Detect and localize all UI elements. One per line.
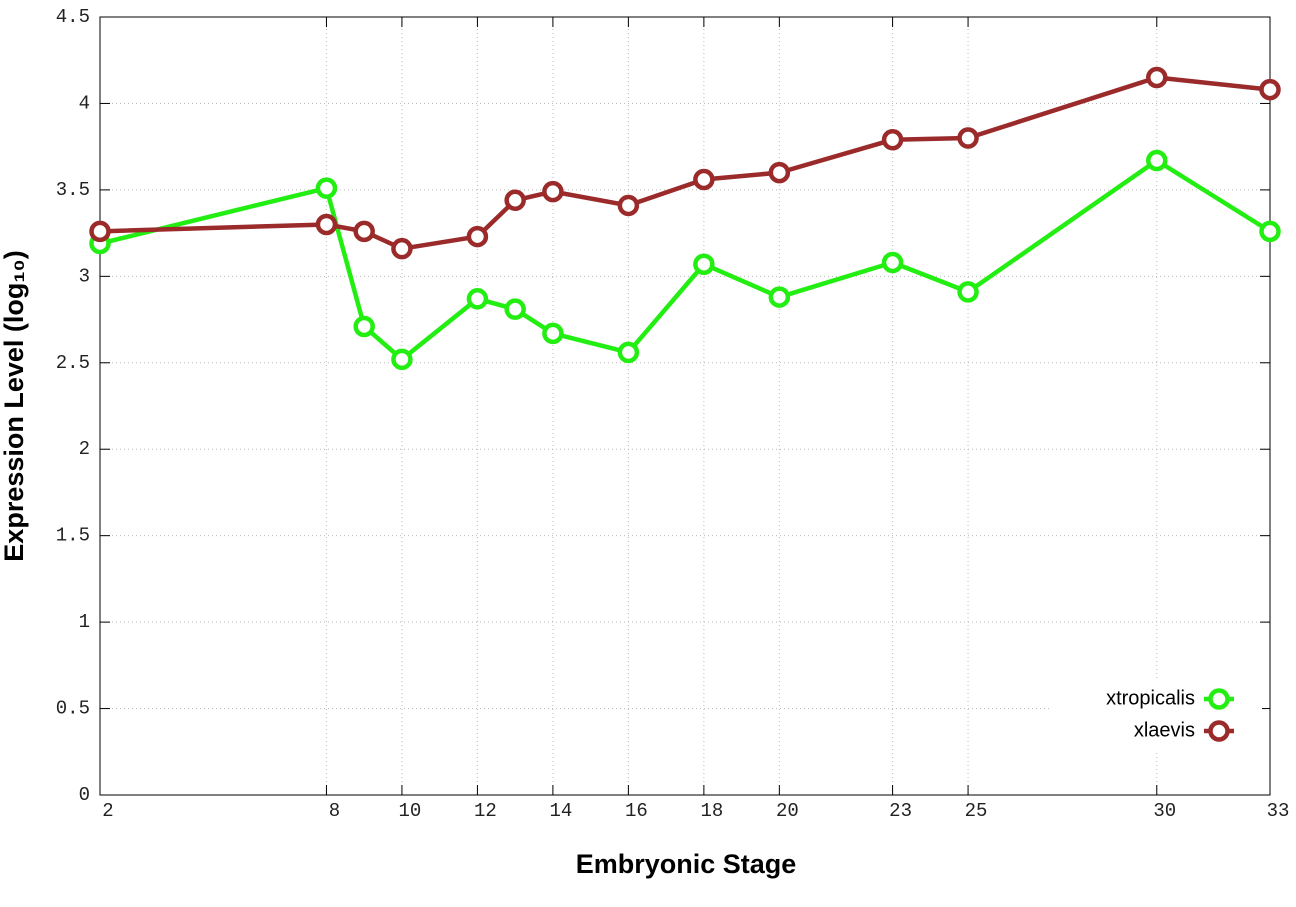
data-point: [391, 237, 413, 260]
data-point: [542, 322, 564, 345]
x-tick-label: 25: [965, 800, 988, 822]
data-point: [391, 348, 413, 371]
data-point: [617, 194, 640, 217]
data-point: [353, 220, 375, 243]
data-point: [768, 286, 791, 308]
data-point: [89, 220, 111, 243]
legend-label: xlaevis: [1134, 719, 1195, 741]
data-point: [881, 129, 904, 151]
data-point: [1146, 149, 1168, 172]
data-point: [504, 298, 526, 320]
y-tick-label: 1: [79, 611, 90, 633]
y-tick-label: 1.5: [56, 525, 90, 547]
data-point: [693, 168, 715, 191]
x-axis-label: Embryonic Stage: [576, 849, 797, 879]
x-tick-label: 16: [625, 800, 648, 822]
data-point: [466, 225, 489, 248]
x-tick-label: 20: [776, 800, 799, 822]
x-tick-label: 18: [700, 800, 723, 822]
y-tick-label: 4.5: [56, 6, 90, 28]
data-point: [542, 180, 564, 203]
y-tick-label: 0.5: [56, 698, 90, 720]
x-tick-label: 10: [399, 800, 422, 822]
x-tick-label: 12: [474, 800, 497, 822]
data-point: [693, 253, 715, 275]
x-tick-label: 33: [1267, 800, 1290, 822]
legend-marker: [1208, 688, 1230, 710]
legend-label: xtropicalis: [1106, 687, 1195, 709]
y-tick-label: 3.5: [56, 179, 90, 201]
data-point: [1259, 220, 1281, 243]
x-tick-label: 8: [329, 800, 340, 822]
data-point: [466, 288, 489, 310]
x-tick-label: 23: [889, 800, 912, 822]
x-tick-label: 2: [102, 800, 113, 822]
data-point: [504, 189, 526, 212]
y-tick-label: 4: [79, 92, 90, 114]
data-point: [315, 213, 338, 236]
data-point: [768, 161, 791, 184]
plot-frame: [99, 16, 1271, 796]
data-point: [315, 177, 338, 199]
y-axis-label: Expression Level (log₁₀): [0, 250, 29, 561]
data-point: [353, 315, 375, 338]
data-point: [617, 341, 640, 364]
y-tick-label: 2.5: [56, 352, 90, 374]
data-point: [881, 251, 904, 274]
data-point: [1146, 66, 1168, 89]
y-tick-label: 2: [79, 438, 90, 460]
y-tick-label: 0: [79, 784, 90, 806]
legend-marker: [1208, 720, 1230, 742]
x-tick-label: 14: [549, 800, 572, 822]
data-point: [1259, 78, 1281, 101]
data-point: [957, 127, 979, 149]
data-point: [957, 281, 979, 303]
y-tick-label: 3: [79, 265, 90, 287]
x-tick-label: 30: [1153, 800, 1176, 822]
